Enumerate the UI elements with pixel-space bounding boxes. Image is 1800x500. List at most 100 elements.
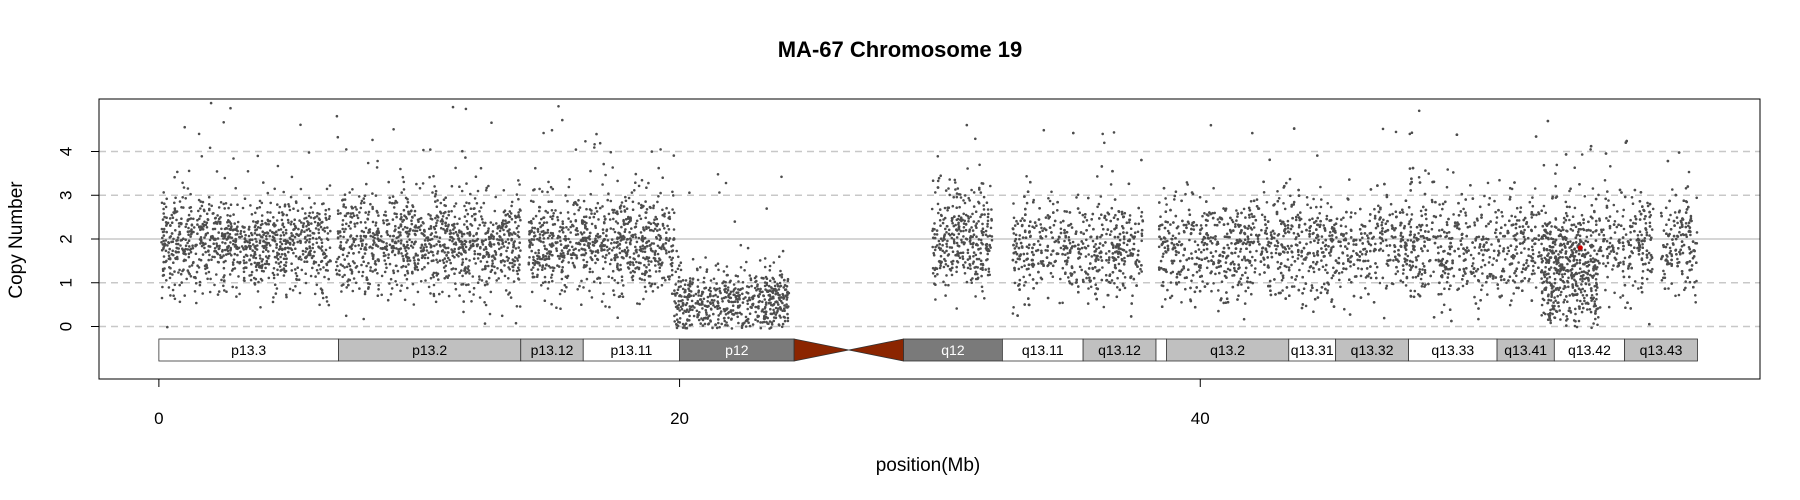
data-point	[990, 238, 994, 242]
data-point	[676, 267, 680, 271]
data-point	[607, 252, 611, 255]
data-point	[179, 239, 183, 242]
data-point	[561, 220, 564, 223]
data-point	[688, 191, 691, 194]
data-point	[634, 267, 637, 270]
data-point	[636, 302, 639, 305]
data-point	[254, 237, 257, 241]
data-point	[463, 243, 467, 246]
data-point	[515, 193, 519, 196]
data-point	[779, 269, 782, 273]
data-point	[307, 214, 311, 218]
data-point	[203, 246, 206, 250]
data-point	[589, 192, 592, 196]
data-point	[679, 285, 682, 288]
data-point	[319, 268, 322, 271]
data-point	[607, 212, 611, 216]
data-point	[977, 257, 981, 261]
data-point	[297, 278, 301, 282]
data-point	[407, 232, 411, 236]
data-point	[395, 283, 399, 287]
data-point	[166, 325, 169, 329]
data-point	[763, 281, 767, 284]
data-point	[325, 300, 329, 303]
data-point	[248, 258, 251, 262]
data-point	[514, 220, 517, 224]
data-point	[439, 245, 442, 248]
data-point	[171, 249, 174, 253]
data-point	[672, 154, 676, 157]
data-point	[373, 236, 376, 240]
data-point	[458, 240, 462, 243]
data-point	[317, 217, 321, 220]
data-point	[416, 254, 420, 257]
data-point	[256, 261, 259, 265]
data-point	[325, 254, 328, 258]
data-point	[346, 254, 349, 258]
data-point	[439, 211, 443, 215]
data-point	[783, 309, 786, 313]
data-point	[476, 237, 480, 241]
data-point	[772, 312, 776, 315]
data-point	[622, 218, 625, 222]
data-point	[176, 238, 179, 242]
data-point	[678, 264, 681, 267]
data-point	[974, 137, 977, 141]
data-point	[345, 241, 348, 244]
data-point	[313, 220, 317, 224]
data-point	[471, 242, 475, 246]
data-point	[468, 272, 471, 275]
data-point	[460, 246, 463, 249]
data-point	[242, 247, 245, 250]
data-point	[275, 243, 279, 246]
data-point	[243, 240, 247, 244]
data-point	[725, 308, 728, 311]
data-point	[467, 202, 471, 205]
data-point	[215, 222, 219, 225]
data-point	[273, 283, 277, 287]
data-point	[485, 260, 489, 264]
data-point	[777, 288, 781, 291]
data-point	[335, 260, 338, 264]
data-point	[316, 221, 320, 225]
data-point	[518, 255, 521, 259]
data-point	[237, 275, 240, 278]
data-point	[463, 239, 467, 243]
data-point	[957, 244, 961, 248]
data-point	[435, 258, 438, 262]
data-point	[265, 259, 269, 263]
data-point	[681, 303, 685, 306]
data-point	[536, 273, 539, 277]
data-point	[648, 281, 651, 285]
data-point	[733, 220, 737, 223]
data-point	[620, 225, 623, 229]
data-point	[610, 238, 614, 241]
data-point	[633, 189, 636, 192]
data-point	[385, 230, 389, 233]
data-point	[652, 204, 655, 207]
data-point	[513, 214, 517, 218]
data-point	[767, 322, 770, 326]
data-point	[624, 218, 628, 221]
data-point	[423, 265, 426, 269]
data-point	[255, 206, 259, 210]
data-point	[199, 258, 203, 262]
data-point	[207, 270, 211, 274]
data-point	[730, 317, 733, 321]
data-point	[539, 225, 542, 229]
data-point	[382, 240, 385, 244]
data-point	[605, 245, 609, 249]
data-point	[678, 317, 682, 320]
data-point	[739, 266, 743, 269]
data-point	[942, 218, 945, 221]
data-point	[547, 180, 550, 184]
data-point	[620, 249, 624, 253]
data-point	[763, 257, 767, 260]
data-point	[173, 175, 176, 179]
data-point	[184, 238, 187, 241]
data-point	[483, 255, 486, 258]
data-point	[619, 263, 622, 267]
data-point	[952, 195, 955, 199]
data-point	[588, 267, 592, 271]
data-point	[611, 269, 615, 273]
